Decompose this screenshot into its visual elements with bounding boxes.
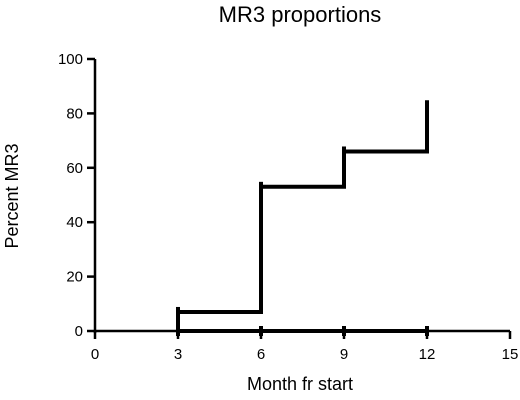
x-axis-label: Month fr start — [247, 374, 353, 394]
chart-title: MR3 proportions — [219, 2, 382, 27]
y-tick-label: 40 — [66, 214, 83, 231]
y-tick-label: 20 — [66, 269, 83, 286]
x-tick-label: 0 — [91, 346, 99, 363]
y-tick-label: 0 — [75, 323, 83, 340]
y-tick-label: 100 — [58, 51, 83, 68]
y-tick-label: 60 — [66, 160, 83, 177]
axes: 0 20 40 60 80 100 0 3 6 9 12 15 — [58, 51, 518, 363]
x-tick-label: 6 — [257, 346, 265, 363]
x-tick-label: 15 — [502, 346, 519, 363]
y-axis-label: Percent MR3 — [2, 143, 22, 248]
x-tick-label: 3 — [174, 346, 182, 363]
x-tick-label: 9 — [340, 346, 348, 363]
x-tick-label: 12 — [419, 346, 436, 363]
series-0-step-line — [176, 105, 429, 331]
plot-area — [176, 100, 429, 336]
y-tick-label: 80 — [66, 105, 83, 122]
